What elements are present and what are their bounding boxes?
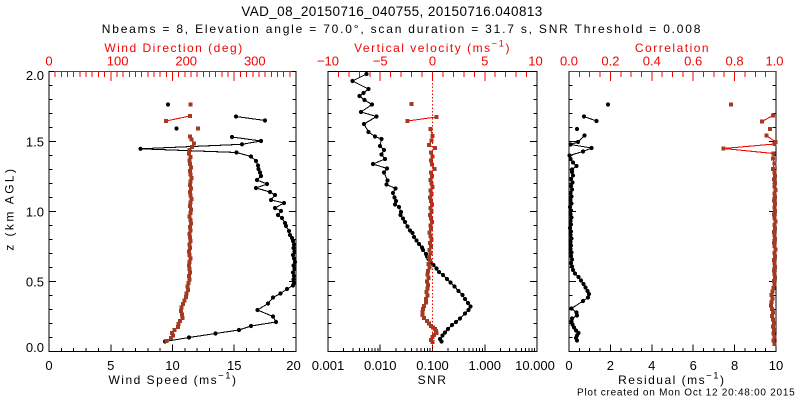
- svg-text:2: 2: [607, 358, 614, 373]
- svg-text:1.0: 1.0: [26, 204, 44, 219]
- svg-text:Wind Direction (deg): Wind Direction (deg): [104, 41, 243, 55]
- svg-text:0.0: 0.0: [560, 54, 578, 69]
- svg-text:10: 10: [769, 358, 783, 373]
- svg-text:−10: −10: [317, 54, 339, 69]
- svg-text:1.000: 1.000: [468, 358, 501, 373]
- svg-text:15: 15: [227, 358, 241, 373]
- svg-text:−5: −5: [373, 54, 388, 69]
- svg-text:300: 300: [244, 54, 266, 69]
- svg-text:SNR: SNR: [418, 373, 448, 387]
- svg-text:0: 0: [429, 54, 436, 69]
- svg-text:10: 10: [165, 358, 179, 373]
- svg-text:0: 0: [565, 358, 572, 373]
- svg-text:0.2: 0.2: [601, 54, 619, 69]
- svg-text:Wind Speed (ms−1): Wind Speed (ms−1): [108, 371, 237, 388]
- svg-text:0.001: 0.001: [312, 358, 345, 373]
- svg-text:10: 10: [528, 54, 542, 69]
- svg-text:0: 0: [45, 358, 52, 373]
- svg-text:10.000: 10.000: [515, 358, 555, 373]
- svg-text:0.0: 0.0: [26, 340, 44, 355]
- svg-text:0.010: 0.010: [364, 358, 397, 373]
- svg-text:Nbeams = 8, Elevation angle =: Nbeams = 8, Elevation angle = 70.0°, sca…: [102, 22, 702, 36]
- svg-text:6: 6: [690, 358, 697, 373]
- svg-text:0.4: 0.4: [643, 54, 661, 69]
- svg-text:z (km AGL): z (km AGL): [3, 167, 17, 251]
- svg-text:Plot created on Mon Oct 12 20:: Plot created on Mon Oct 12 20:48:00 2015: [577, 388, 795, 399]
- svg-text:0.100: 0.100: [416, 358, 449, 373]
- svg-text:0.6: 0.6: [684, 54, 702, 69]
- svg-text:Residual (ms−1): Residual (ms−1): [618, 371, 725, 388]
- svg-text:1.5: 1.5: [26, 134, 44, 149]
- svg-text:20: 20: [286, 358, 300, 373]
- svg-text:0.8: 0.8: [726, 54, 744, 69]
- svg-text:5: 5: [481, 54, 488, 69]
- svg-text:100: 100: [107, 54, 129, 69]
- svg-text:0: 0: [45, 54, 52, 69]
- svg-text:2.0: 2.0: [26, 68, 44, 83]
- svg-text:Vertical velocity (ms−1): Vertical velocity (ms−1): [354, 39, 511, 56]
- svg-text:5: 5: [107, 358, 114, 373]
- svg-text:200: 200: [175, 54, 197, 69]
- svg-text:4: 4: [648, 358, 655, 373]
- svg-text:VAD_08_20150716_040755, 201507: VAD_08_20150716_040755, 20150716.040813: [241, 4, 542, 19]
- svg-text:0.5: 0.5: [26, 274, 44, 289]
- svg-text:Correlation: Correlation: [635, 41, 710, 55]
- svg-text:8: 8: [731, 358, 738, 373]
- svg-text:1.0: 1.0: [765, 54, 783, 69]
